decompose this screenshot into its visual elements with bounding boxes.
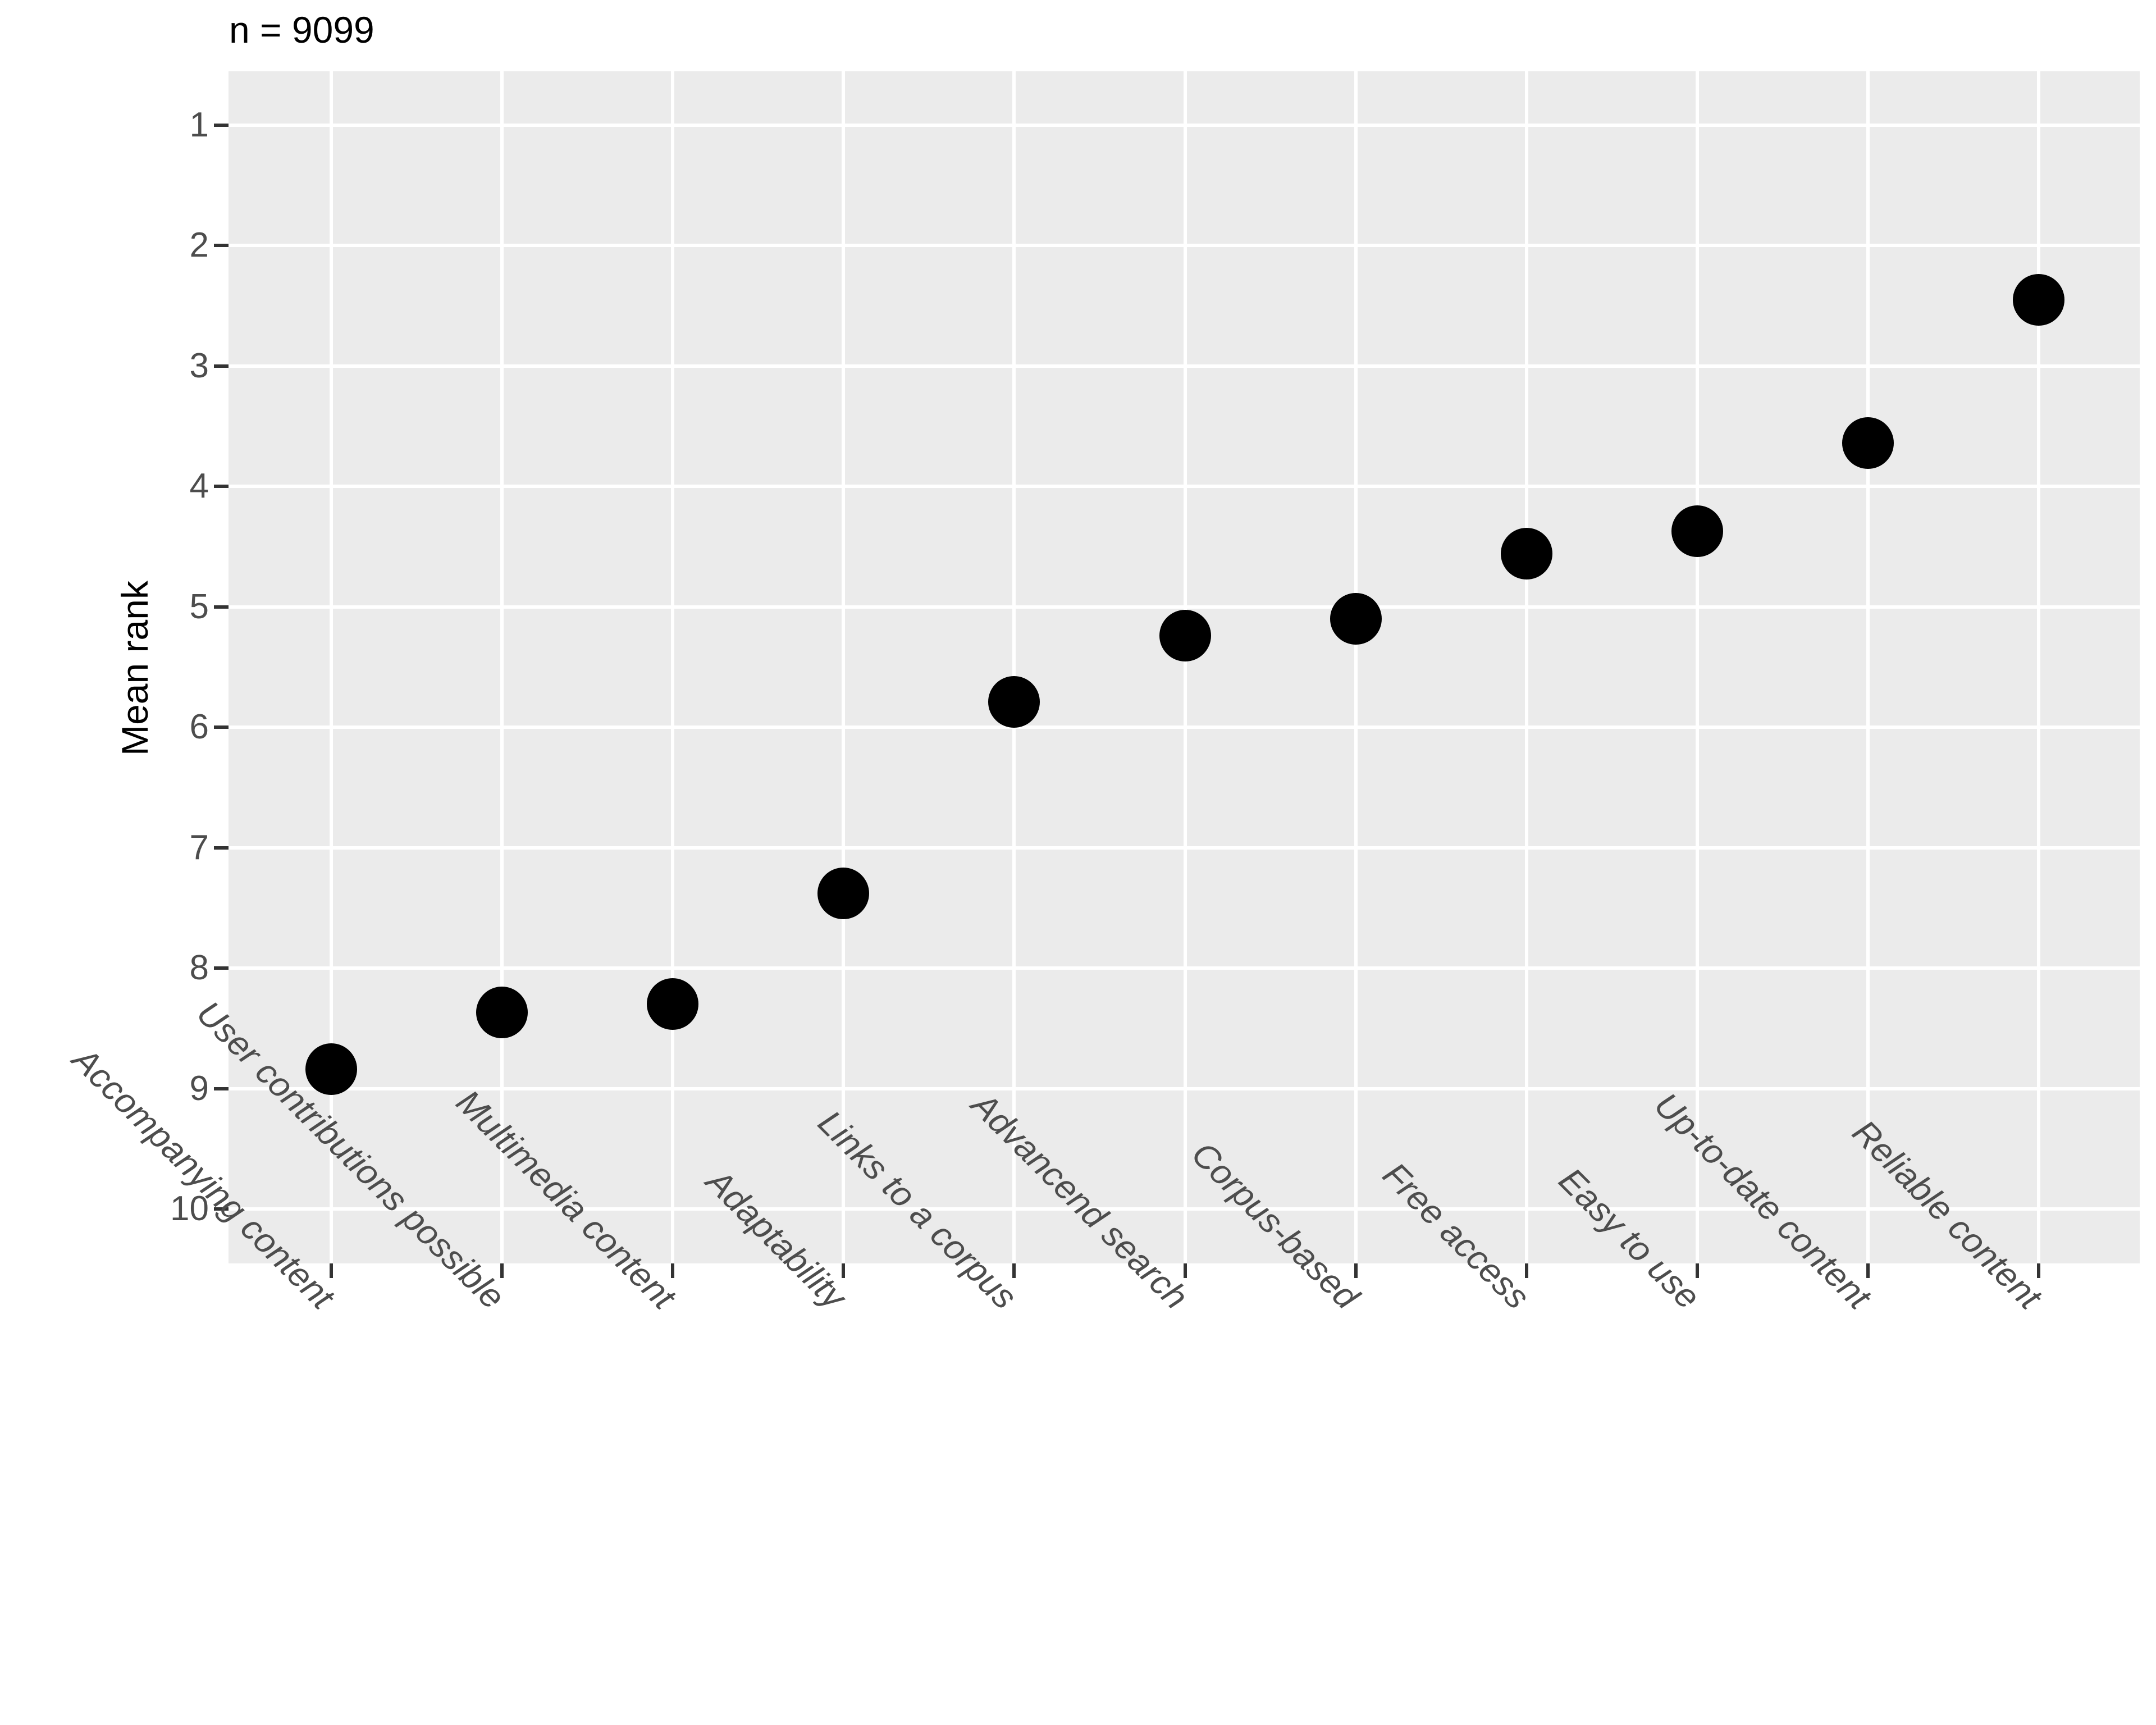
y-tick-mark [214,1207,229,1211]
x-gridline [1524,71,1528,1263]
data-point [647,978,699,1030]
x-gridline [330,71,333,1263]
data-point [1159,610,1211,662]
x-tick-mark [842,1263,846,1278]
data-point [476,987,528,1039]
x-tick-mark [671,1263,675,1278]
x-tick-mark [1012,1263,1016,1278]
x-gridline [671,71,675,1263]
y-tick-label: 9 [189,1069,209,1108]
data-point [1671,505,1723,557]
x-tick-mark [1866,1263,1870,1278]
y-tick-label: 5 [189,587,209,626]
y-tick-label: 6 [189,708,209,747]
data-point [2013,273,2064,326]
y-tick-label: 7 [189,828,209,867]
y-tick-mark [214,364,229,368]
x-tick-mark [330,1263,333,1278]
y-tick-mark [214,846,229,850]
data-point [988,676,1040,728]
y-tick-label: 10 [170,1189,209,1228]
x-gridline [1012,71,1016,1263]
x-gridline [1866,71,1870,1263]
x-tick-mark [1183,1263,1187,1278]
y-tick-mark [214,124,229,127]
y-tick-mark [214,966,229,970]
data-point [1842,417,1894,469]
y-tick-label: 3 [189,346,209,385]
x-tick-mark [1354,1263,1358,1278]
chart-title: n = 9099 [229,9,374,51]
x-tick-mark [2037,1263,2040,1278]
x-tick-mark [500,1263,504,1278]
y-tick-mark [214,1087,229,1090]
data-point [817,868,870,920]
data-point [1500,528,1552,580]
x-gridline [1354,71,1358,1263]
x-gridline [1695,71,1699,1263]
x-tick-mark [1524,1263,1528,1278]
x-tick-mark [1695,1263,1699,1278]
data-point [1330,593,1382,645]
plot-panel [229,71,2140,1263]
y-tick-mark [214,725,229,729]
y-tick-label: 8 [189,948,209,988]
data-point [305,1043,357,1096]
y-tick-label: 2 [189,226,209,265]
x-gridline [500,71,504,1263]
y-tick-mark [214,605,229,609]
x-gridline [1183,71,1187,1263]
y-tick-label: 4 [189,467,209,506]
x-gridline [842,71,846,1263]
y-tick-mark [214,485,229,489]
y-tick-mark [214,244,229,248]
y-tick-label: 1 [189,106,209,144]
x-gridline [2037,71,2040,1263]
